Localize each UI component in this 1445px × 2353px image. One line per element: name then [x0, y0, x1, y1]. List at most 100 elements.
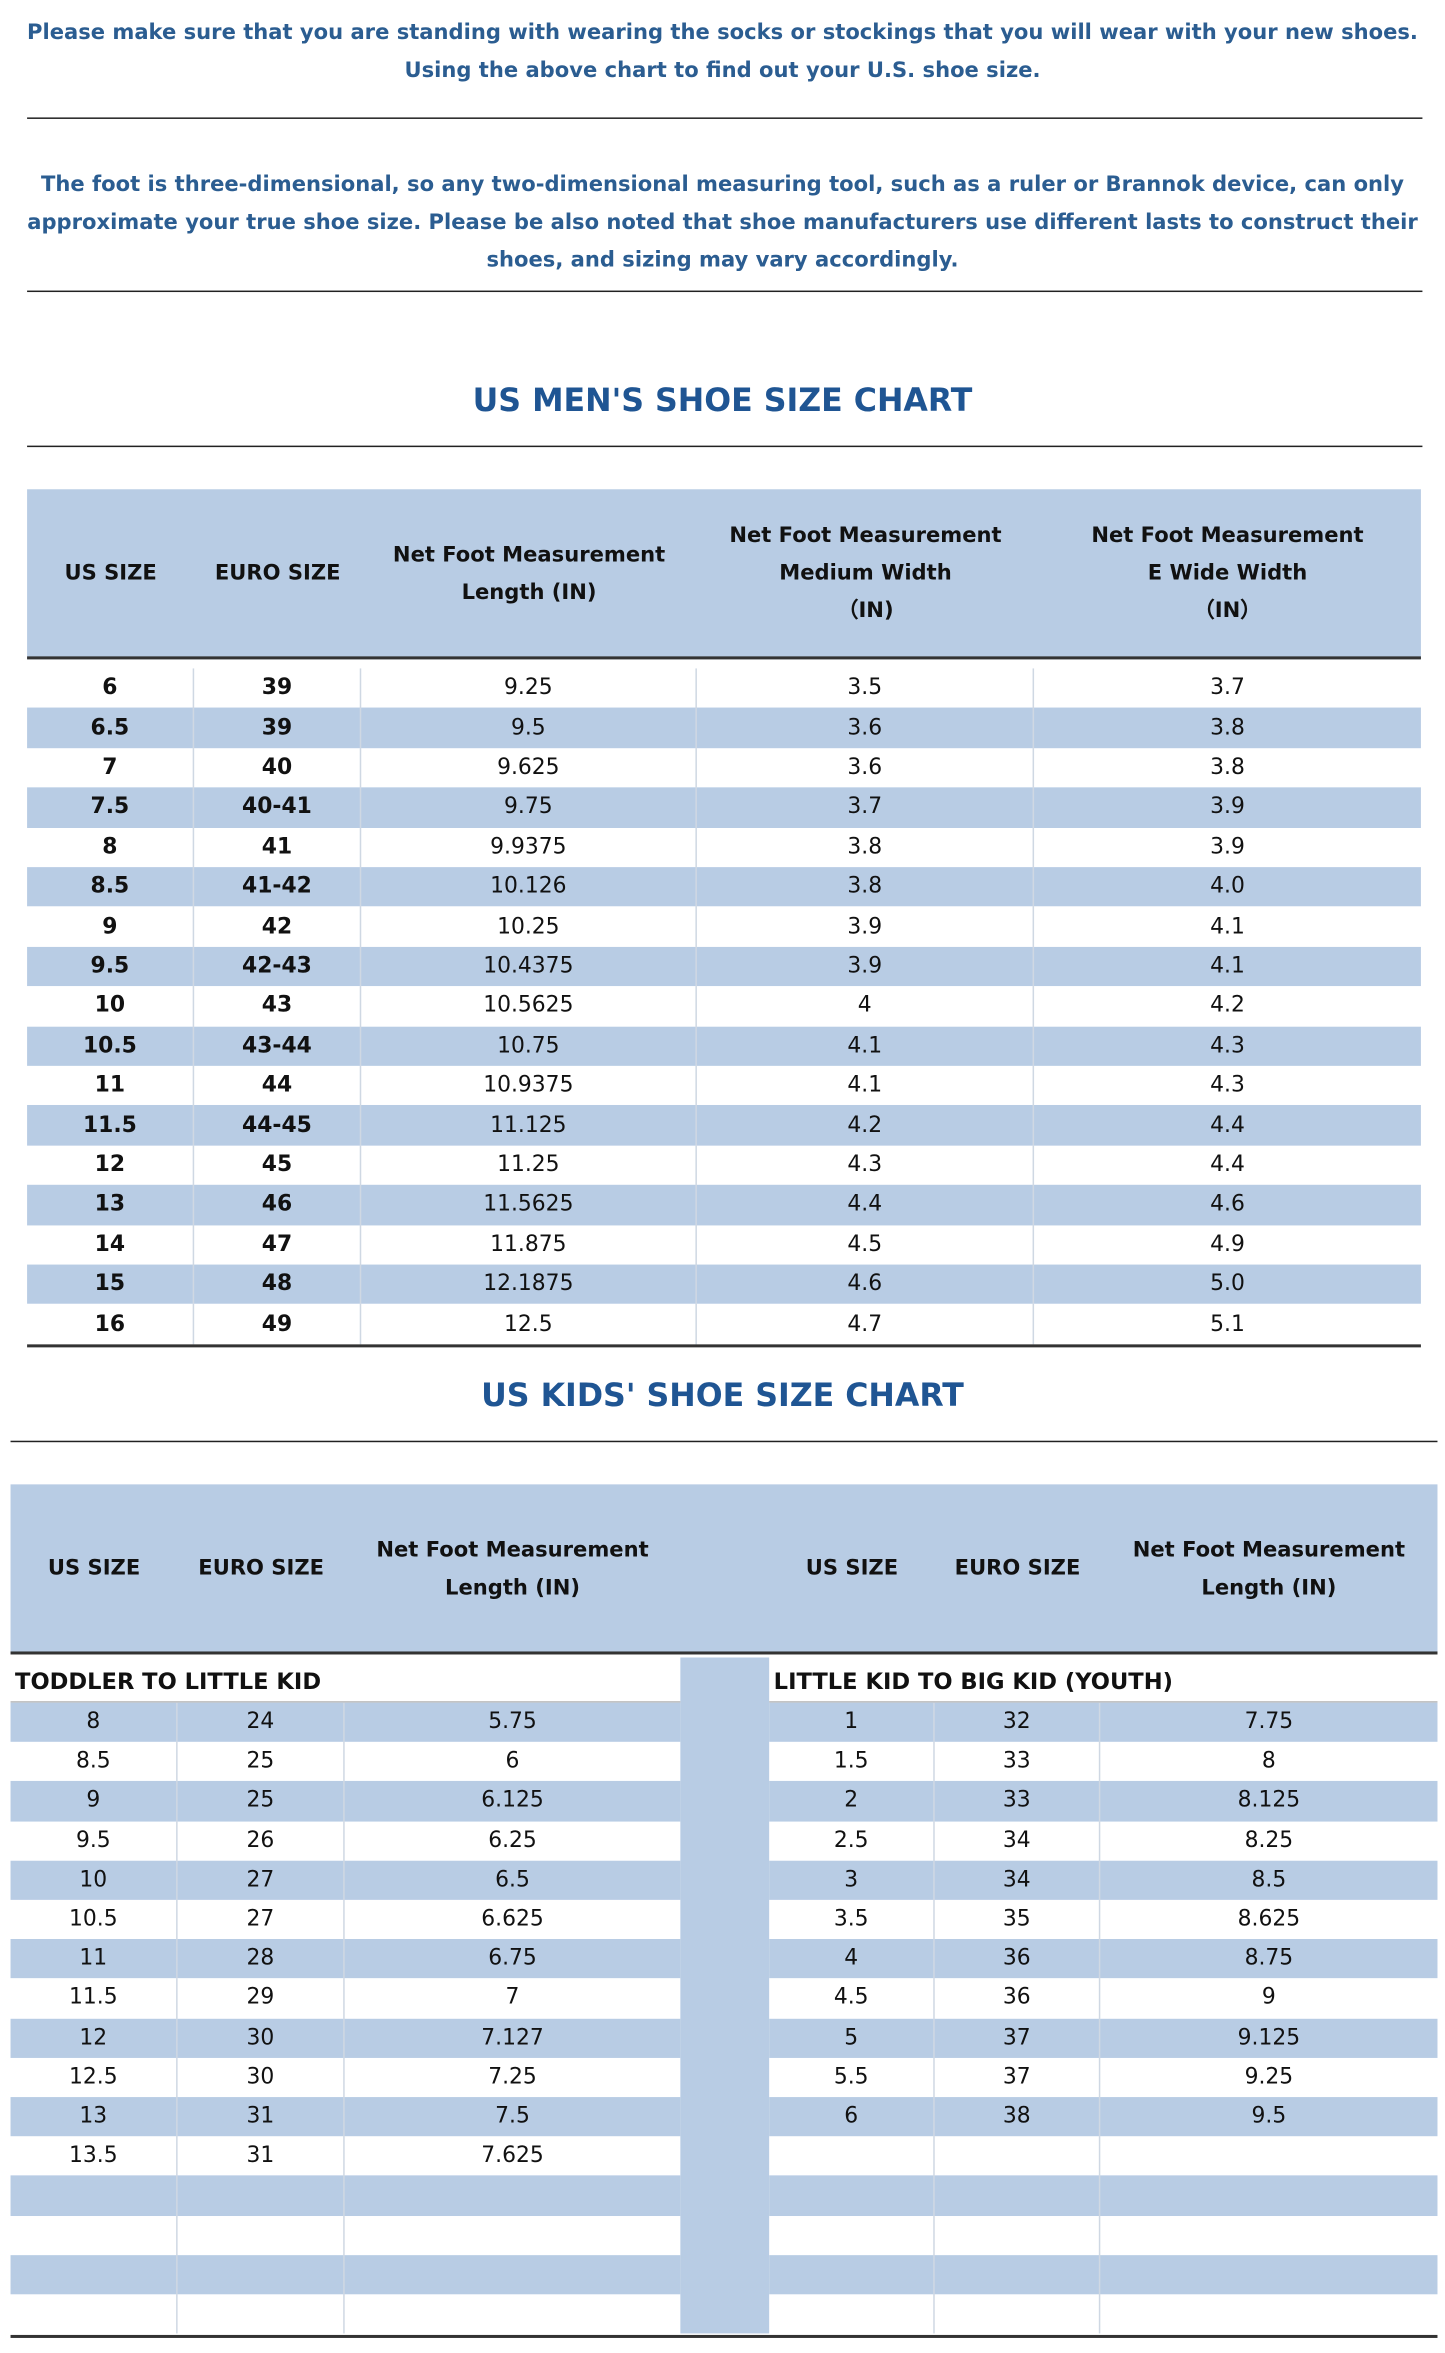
cell: 29 — [178, 1978, 345, 2019]
cell: 41 — [194, 827, 362, 868]
cell: 10.5 — [27, 1026, 195, 1066]
cell: 8 — [1261, 1749, 1276, 1774]
row-bg — [27, 1264, 1421, 1305]
cell: 7.75 — [1244, 1710, 1294, 1735]
cell: 6 — [27, 668, 195, 709]
cell — [178, 2215, 345, 2255]
cell: 2 — [769, 1781, 935, 1821]
cell: 25 — [178, 1742, 345, 1782]
row-bg — [27, 867, 1421, 907]
cell: 6.25 — [488, 1828, 537, 1853]
header-cell: Net Foot Measurement Medium Width （IN) — [697, 489, 1034, 659]
cell: 40-41 — [194, 787, 362, 828]
cell — [178, 2294, 345, 2334]
row-bg — [769, 2097, 1438, 2137]
cell: 4.5 — [769, 1978, 935, 2019]
cell: 11.5 — [27, 1105, 195, 1146]
gap-column — [680, 1657, 770, 2334]
cell: 10 — [11, 1860, 178, 1900]
row-bg — [769, 1702, 1438, 1743]
cell: 3.9 — [697, 946, 1035, 987]
cell: 8.5 — [27, 867, 195, 907]
cell: 27 — [178, 1899, 345, 1940]
cell: 34 — [935, 1820, 1101, 1861]
cell: 30 — [178, 2018, 345, 2058]
cell: 8.25 — [1244, 1828, 1294, 1853]
cell: 7 — [505, 1986, 520, 2011]
cell: 12 — [11, 2018, 178, 2058]
cell: 1.5 — [769, 1742, 935, 1782]
cell: 4.1 — [697, 1065, 1035, 1106]
section-title: US MEN'S SHOE SIZE CHART — [472, 382, 973, 419]
note-line: Please make sure that you are standing w… — [27, 21, 1418, 46]
header-line: US SIZE — [805, 1556, 899, 1581]
cell: 3.9 — [1210, 835, 1245, 860]
cell: 4.1 — [1210, 914, 1245, 939]
header-bg — [10, 1484, 1438, 1655]
cell: 10.5 — [11, 1899, 178, 1940]
cell: 31 — [178, 2097, 345, 2137]
cell — [769, 2294, 935, 2334]
note-line: The foot is three-dimensional, so any tw… — [40, 173, 1405, 198]
cell: 3.8 — [1210, 715, 1245, 741]
header-cell: US SIZE — [27, 489, 194, 659]
cell: 13 — [27, 1185, 195, 1225]
cell: 4.1 — [1210, 954, 1245, 979]
cell: 9.75 — [361, 787, 697, 828]
cell — [11, 2294, 178, 2334]
row-bg — [769, 1860, 1438, 1900]
cell: 4.2 — [697, 1105, 1035, 1146]
header-line: （IN） — [1193, 599, 1262, 624]
cell: 4.3 — [1210, 1073, 1245, 1098]
cell — [1100, 2255, 1437, 2294]
cell: 7 — [27, 747, 195, 788]
cell: 3 — [769, 1860, 935, 1900]
cell: 3.6 — [697, 747, 1035, 788]
cell: 1 — [769, 1702, 935, 1743]
cell — [1100, 2294, 1437, 2333]
cell: 4.3 — [697, 1145, 1035, 1186]
cell: 8.625 — [1237, 1907, 1301, 1932]
cell — [935, 2294, 1101, 2334]
header-cell: EURO SIZE — [194, 489, 361, 659]
cell — [11, 2215, 178, 2255]
cell: 12 — [27, 1145, 195, 1186]
cell — [1100, 2215, 1437, 2254]
cell: 8.125 — [1237, 1789, 1301, 1814]
rule — [27, 445, 1423, 448]
cell: 6.75 — [488, 1946, 537, 1972]
cell: 11.125 — [361, 1105, 697, 1146]
cell: 4.6 — [1210, 1192, 1245, 1217]
cell: 5.0 — [1210, 1272, 1245, 1297]
cell: 4.9 — [1210, 1232, 1245, 1257]
header-cell: EURO SIZE — [178, 1484, 345, 1654]
cell: 4.0 — [1210, 874, 1245, 900]
cell: 4.5 — [697, 1224, 1035, 1265]
cell: 9 — [1261, 1986, 1276, 2011]
row-bg — [27, 708, 1421, 748]
cell: 13 — [11, 2097, 178, 2137]
cell — [769, 2136, 935, 2176]
cell: 4 — [697, 986, 1035, 1027]
row-bg — [27, 787, 1421, 828]
cell: 39 — [194, 668, 362, 709]
cell: 11.5625 — [361, 1185, 697, 1225]
cell: 3.5 — [697, 668, 1035, 709]
header-line: Net Foot Measurement — [392, 542, 666, 567]
cell: 8.5 — [1251, 1868, 1287, 1893]
cell: 4.7 — [697, 1304, 1035, 1345]
header-line: Medium Width — [779, 561, 952, 586]
cell: 9.5 — [11, 1820, 178, 1861]
cell — [1100, 2176, 1437, 2215]
cell: 9.9375 — [361, 827, 697, 868]
row-bg — [10, 1781, 681, 1821]
cell: 11.875 — [361, 1224, 697, 1265]
cell — [345, 2255, 681, 2294]
rule — [10, 1701, 681, 1703]
cell: 8.5 — [11, 1742, 178, 1782]
cell: 38 — [935, 2097, 1101, 2137]
cell: 4 — [769, 1939, 935, 1979]
cell — [935, 2254, 1101, 2295]
cell: 43-44 — [194, 1026, 362, 1066]
cell: 11.25 — [361, 1145, 697, 1186]
